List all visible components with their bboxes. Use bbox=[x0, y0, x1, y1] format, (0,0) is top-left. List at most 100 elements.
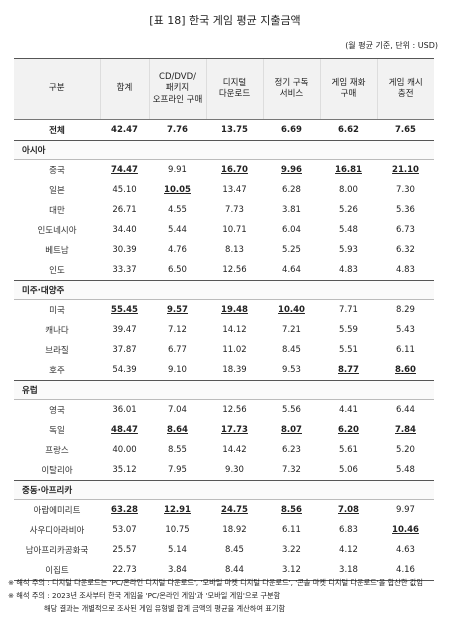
cell-value: 10.46 bbox=[392, 525, 419, 535]
cell: 6.04 bbox=[263, 220, 320, 240]
notes: ※ 해석 주의 : 디지털 다운로드는 'PC/온라인 디지털 다운로드', '… bbox=[8, 576, 444, 615]
row-label: 사우디아라비아 bbox=[29, 526, 85, 536]
cell: 8.13 bbox=[206, 240, 263, 260]
cell-value: 5.36 bbox=[396, 205, 415, 215]
data-row: 브라질 37.87 6.77 11.02 8.45 5.51 6.11 bbox=[14, 340, 434, 360]
cell-value: 5.51 bbox=[339, 345, 358, 355]
cell-value: 8.44 bbox=[225, 565, 244, 575]
cell: 6.28 bbox=[263, 180, 320, 200]
data-row: 아랍에미리트 63.28 12.91 24.75 8.56 7.08 9.97 bbox=[14, 500, 434, 521]
data-row: 캐나다 39.47 7.12 14.12 7.21 5.59 5.43 bbox=[14, 320, 434, 340]
cell-value: 8.45 bbox=[282, 345, 301, 355]
cell: 3.84 bbox=[149, 560, 206, 581]
cell-value: 7.95 bbox=[168, 465, 187, 475]
cell: 10.46 bbox=[377, 520, 434, 540]
cell: 33.37 bbox=[100, 260, 149, 281]
cell: 12.56 bbox=[206, 400, 263, 421]
cell-value: 12.56 bbox=[222, 265, 247, 275]
table-head: 구분 합계 CD/DVD/ 패키지 오프라인 구매 디지털 다운로드 정기 구독 서비스… bbox=[14, 58, 434, 120]
row-label: 호주 bbox=[14, 360, 100, 381]
cell-value: 6.50 bbox=[168, 265, 187, 275]
cell-value: 7.84 bbox=[395, 425, 416, 435]
cell-value: 5.44 bbox=[168, 225, 187, 235]
cell-value: 11.02 bbox=[222, 345, 247, 355]
cell: 22.73 bbox=[100, 560, 149, 581]
cell-value: 10.75 bbox=[165, 525, 190, 535]
cell-value: 5.26 bbox=[339, 205, 358, 215]
cell-value: 48.47 bbox=[111, 425, 138, 435]
cell: 6.83 bbox=[320, 520, 377, 540]
section-label: 아시아 bbox=[14, 140, 434, 160]
cell: 9.30 bbox=[206, 460, 263, 481]
cell: 53.07 bbox=[100, 520, 149, 540]
cell: 5.43 bbox=[377, 320, 434, 340]
cell: 18.92 bbox=[206, 520, 263, 540]
cell-value: 6.77 bbox=[168, 345, 187, 355]
header-row: 구분 합계 CD/DVD/ 패키지 오프라인 구매 디지털 다운로드 정기 구독 서비스… bbox=[14, 58, 434, 120]
cell-value: 63.28 bbox=[111, 505, 138, 515]
table-body: 전체 42.47 7.76 13.75 6.69 6.62 7.65 아시아 중국 74.47 9.… bbox=[14, 119, 434, 581]
cell: 6.62 bbox=[320, 119, 377, 141]
cell-value: 8.29 bbox=[396, 305, 415, 315]
cell-value: 25.57 bbox=[112, 545, 137, 555]
cell: 14.12 bbox=[206, 320, 263, 340]
column-header: 구분 bbox=[14, 58, 100, 120]
cell: 12.91 bbox=[149, 500, 206, 521]
cell: 7.30 bbox=[377, 180, 434, 200]
cell: 5.25 bbox=[263, 240, 320, 260]
cell: 4.64 bbox=[263, 260, 320, 281]
cell-value: 6.83 bbox=[339, 525, 358, 535]
cell: 4.83 bbox=[377, 260, 434, 281]
cell: 45.10 bbox=[100, 180, 149, 200]
cell: 3.18 bbox=[320, 560, 377, 581]
cell-value: 8.55 bbox=[168, 445, 187, 455]
cell: 6.77 bbox=[149, 340, 206, 360]
cell: 8.44 bbox=[206, 560, 263, 581]
cell: 5.93 bbox=[320, 240, 377, 260]
cell: 25.57 bbox=[100, 540, 149, 560]
cell: 74.47 bbox=[100, 160, 149, 181]
cell: 3.12 bbox=[263, 560, 320, 581]
cell: 8.64 bbox=[149, 420, 206, 440]
cell-value: 4.12 bbox=[339, 545, 358, 555]
cell: 6.50 bbox=[149, 260, 206, 281]
cell: 7.84 bbox=[377, 420, 434, 440]
cell-value: 4.76 bbox=[168, 245, 187, 255]
cell: 21.10 bbox=[377, 160, 434, 181]
cell-value: 8.00 bbox=[339, 185, 358, 195]
cell: 8.56 bbox=[263, 500, 320, 521]
section-label: 중동·아프리카 bbox=[14, 480, 434, 500]
cell: 30.39 bbox=[100, 240, 149, 260]
section-row: 중동·아프리카 bbox=[14, 480, 434, 500]
cell-value: 6.28 bbox=[282, 185, 301, 195]
data-row: 미국 55.45 9.57 19.48 10.40 7.71 8.29 bbox=[14, 300, 434, 321]
cell-value: 7.71 bbox=[339, 305, 358, 315]
cell-value: 6.73 bbox=[396, 225, 415, 235]
cell: 48.47 bbox=[100, 420, 149, 440]
section-label: 미주·대양주 bbox=[14, 280, 434, 300]
cell-value: 8.77 bbox=[338, 365, 359, 375]
cell: 5.48 bbox=[320, 220, 377, 240]
cell-value: 4.55 bbox=[168, 205, 187, 215]
data-row: 이집트 22.73 3.84 8.44 3.12 3.18 4.16 bbox=[14, 560, 434, 581]
cell-value: 5.43 bbox=[396, 325, 415, 335]
data-row: 사우디아라비아 53.07 10.75 18.92 6.11 6.83 10.46 bbox=[14, 520, 434, 540]
cell: 55.45 bbox=[100, 300, 149, 321]
row-label: 남아프리카공화국 bbox=[25, 546, 89, 556]
cell-value: 5.25 bbox=[282, 245, 301, 255]
cell-value: 18.39 bbox=[222, 365, 247, 375]
data-row: 중국 74.47 9.91 16.70 9.96 16.81 21.10 bbox=[14, 160, 434, 181]
cell: 7.73 bbox=[206, 200, 263, 220]
row-label: 이탈리아 bbox=[14, 460, 100, 481]
cell-value: 9.91 bbox=[168, 165, 187, 175]
cell: 9.97 bbox=[377, 500, 434, 521]
cell: 4.76 bbox=[149, 240, 206, 260]
cell-value: 4.83 bbox=[339, 265, 358, 275]
cell: 4.41 bbox=[320, 400, 377, 421]
cell-value: 7.21 bbox=[282, 325, 301, 335]
column-header: 게임 재화 구매 bbox=[319, 58, 377, 120]
cell-value: 3.12 bbox=[282, 565, 301, 575]
cell: 19.48 bbox=[206, 300, 263, 321]
cell-value: 5.48 bbox=[396, 465, 415, 475]
